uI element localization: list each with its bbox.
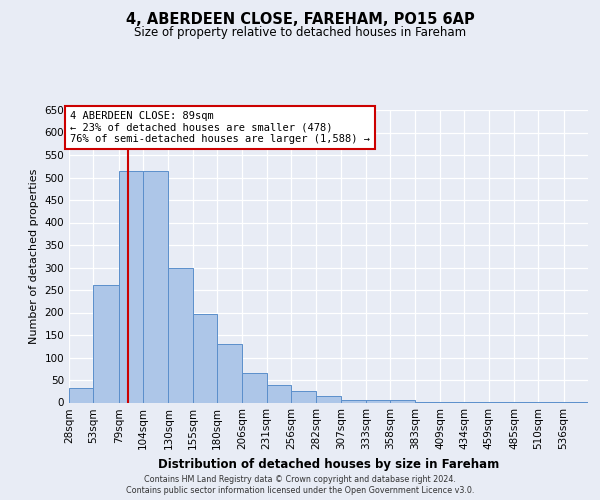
Bar [316, 396, 341, 402]
Bar [391, 400, 415, 402]
X-axis label: Distribution of detached houses by size in Fareham: Distribution of detached houses by size … [158, 458, 499, 471]
Bar [291, 391, 316, 402]
Bar [69, 388, 94, 402]
Bar [217, 344, 242, 402]
Text: 4, ABERDEEN CLOSE, FAREHAM, PO15 6AP: 4, ABERDEEN CLOSE, FAREHAM, PO15 6AP [125, 12, 475, 27]
Text: Size of property relative to detached houses in Fareham: Size of property relative to detached ho… [134, 26, 466, 39]
Y-axis label: Number of detached properties: Number of detached properties [29, 168, 39, 344]
Bar [366, 400, 391, 402]
Bar [193, 314, 217, 402]
Bar [119, 171, 143, 402]
Bar [94, 284, 119, 403]
Bar [143, 171, 169, 402]
Text: Contains HM Land Registry data © Crown copyright and database right 2024.: Contains HM Land Registry data © Crown c… [144, 475, 456, 484]
Bar [266, 384, 291, 402]
Text: 4 ABERDEEN CLOSE: 89sqm
← 23% of detached houses are smaller (478)
76% of semi-d: 4 ABERDEEN CLOSE: 89sqm ← 23% of detache… [70, 111, 370, 144]
Bar [341, 400, 366, 402]
Bar [242, 373, 266, 402]
Text: Contains public sector information licensed under the Open Government Licence v3: Contains public sector information licen… [126, 486, 474, 495]
Bar [169, 268, 193, 402]
